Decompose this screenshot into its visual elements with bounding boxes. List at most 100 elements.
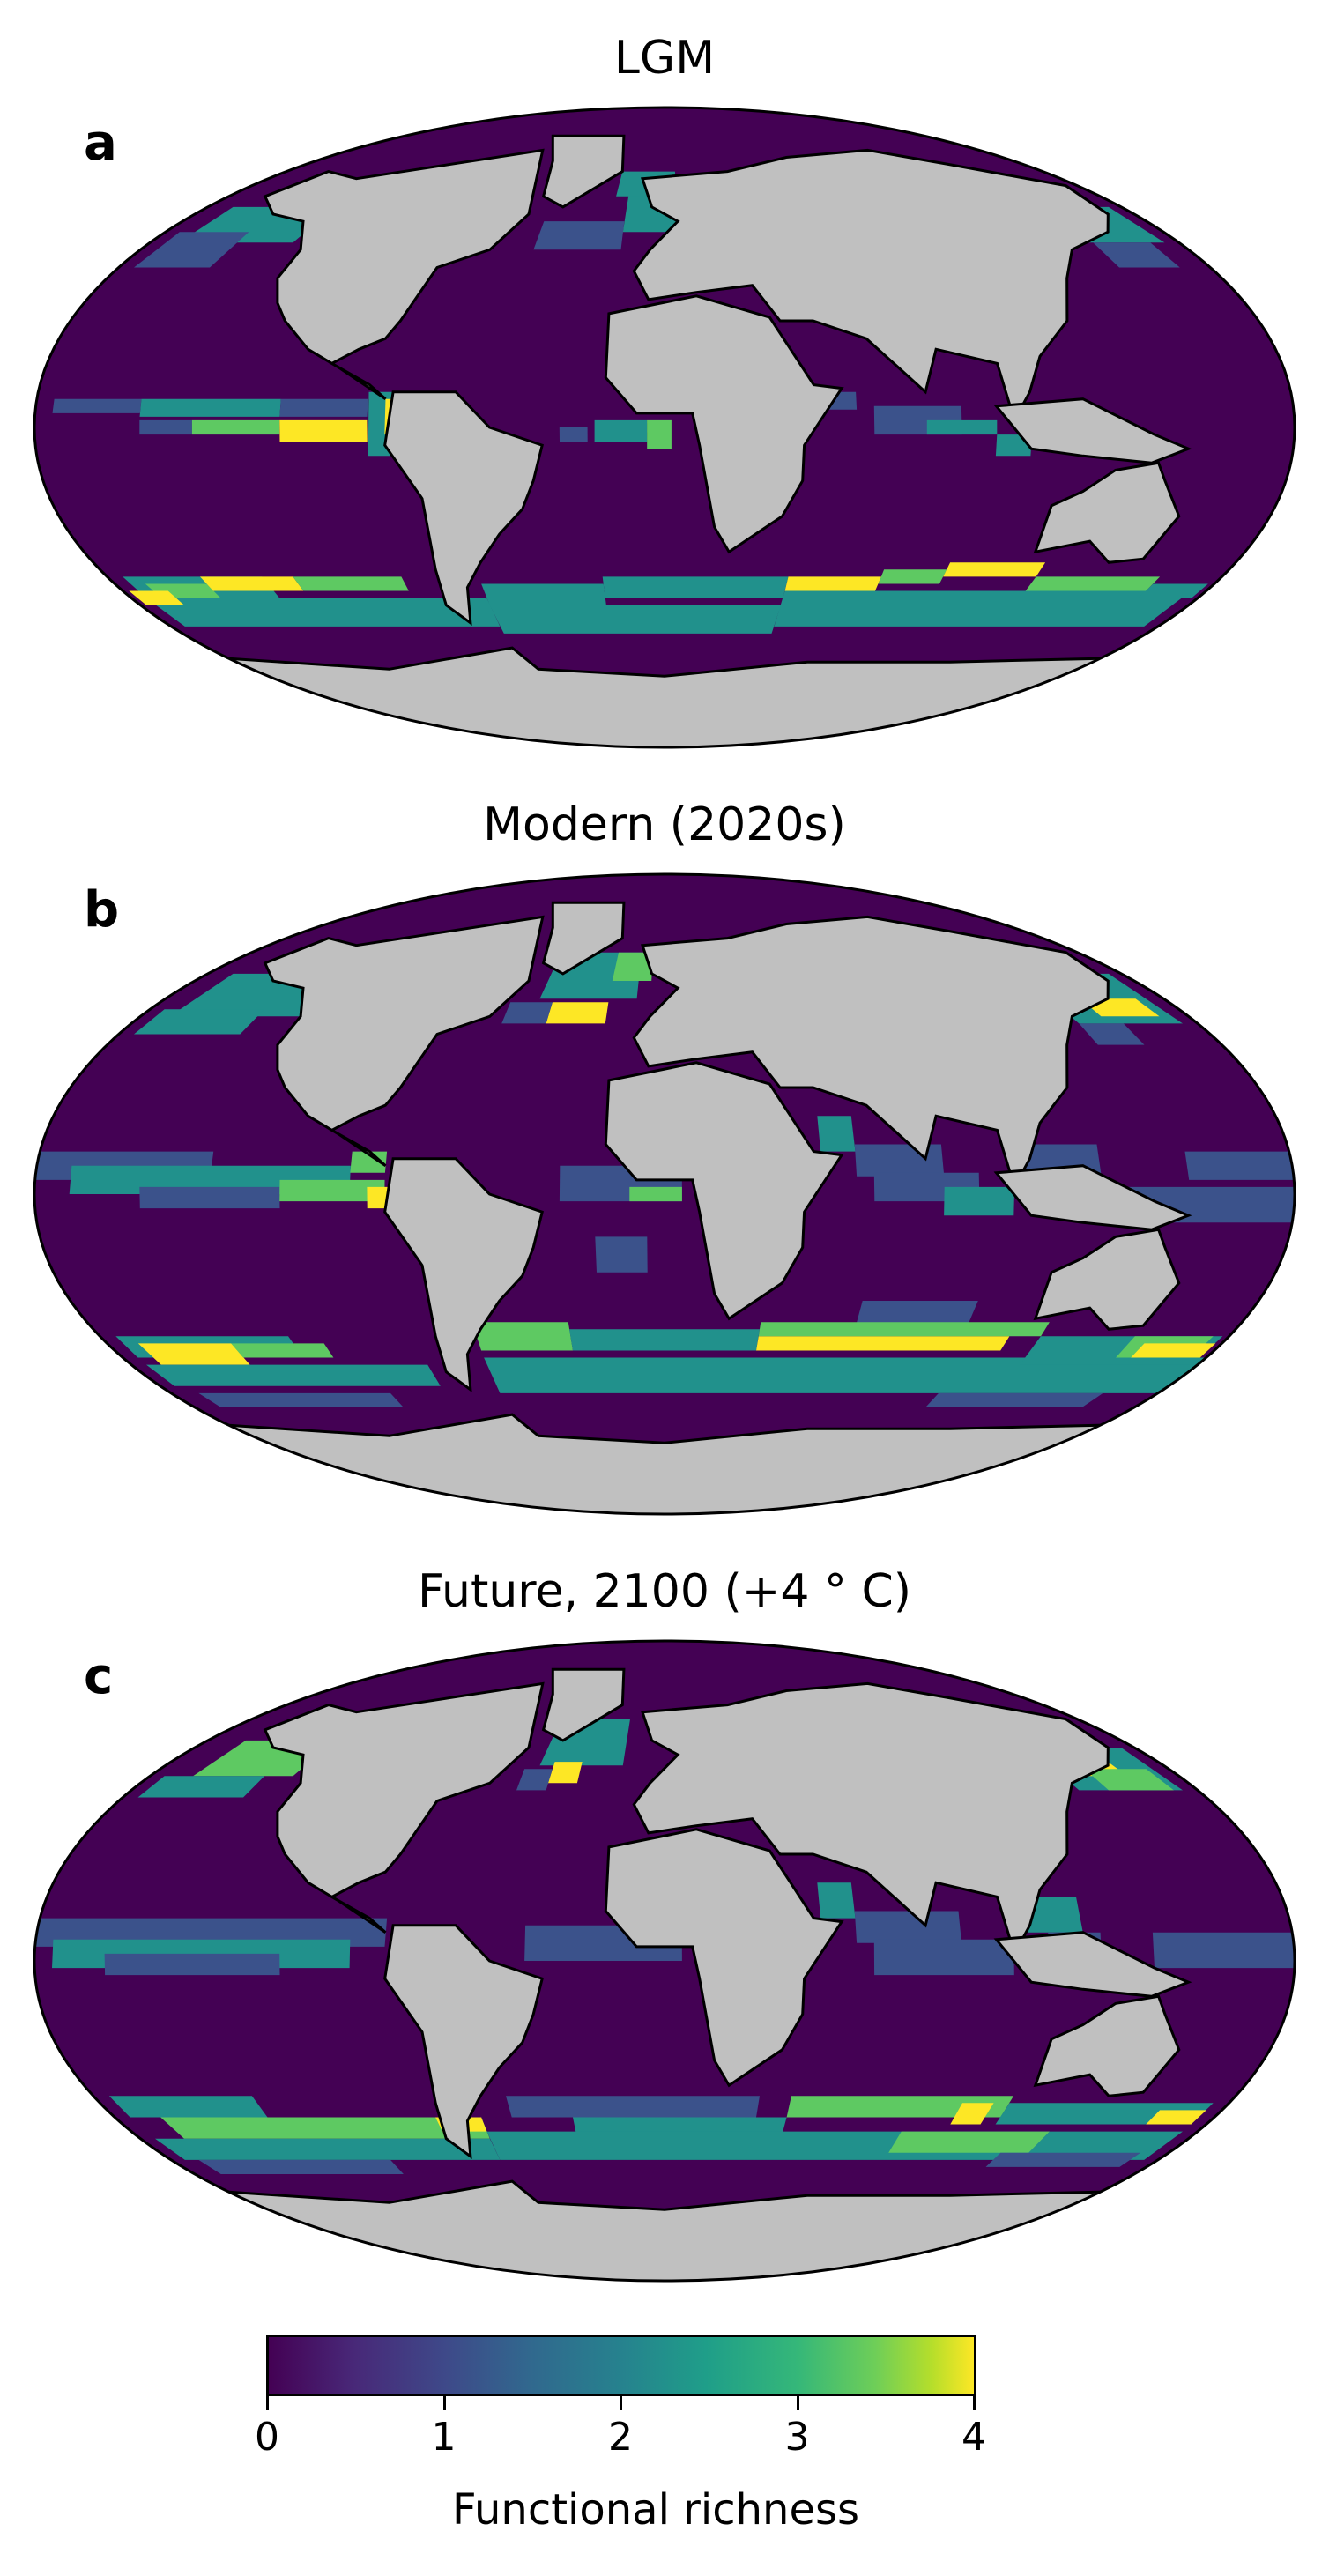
richness-cell-19 — [108, 2096, 268, 2118]
colorbar-tick — [796, 2396, 799, 2410]
richness-cell-18 — [1152, 1932, 1295, 1969]
richness-cell-18 — [817, 1116, 856, 1152]
richness-cell-19 — [854, 1144, 945, 1177]
colorbar-tick-label: 1 — [431, 2415, 457, 2460]
land-south-america — [383, 390, 544, 626]
richness-cell-9 — [1079, 1023, 1145, 1045]
land-southeast-asia — [993, 1931, 1192, 1998]
colorbar-tick-label: 2 — [608, 2415, 633, 2460]
richness-cell-24 — [200, 576, 304, 591]
richness-cell-8 — [1084, 1769, 1174, 1791]
richness-cell-33 — [774, 590, 1192, 627]
colorbar-tick — [266, 2396, 269, 2410]
land-southeast-asia — [993, 397, 1192, 464]
panel-c-title: Future, 2100 (+4 ° C) — [417, 1565, 912, 1618]
richness-cell-22 — [155, 2138, 501, 2160]
richness-cell-1 — [134, 1009, 265, 1035]
map-border — [33, 872, 1296, 1516]
land-antarctica — [226, 2179, 1103, 2281]
land-eurasia — [632, 1681, 1110, 1957]
colorbar-tick-label: 0 — [255, 2415, 279, 2460]
richness-cell-28 — [137, 1343, 250, 1365]
land-south-america — [383, 1157, 544, 1392]
land-north-america — [263, 1681, 545, 1934]
land-africa — [604, 1828, 844, 2088]
richness-cell-29 — [784, 576, 881, 591]
panel-a-letter: a — [84, 115, 117, 172]
richness-cell-15 — [873, 1939, 1014, 1976]
richness-cell-33 — [756, 1336, 1010, 1351]
colorbar-tick — [620, 2396, 622, 2410]
richness-cell-31 — [943, 562, 1046, 577]
richness-cell-17 — [629, 1186, 682, 1202]
richness-cell-21 — [944, 1186, 1015, 1216]
richness-cell-25 — [293, 576, 409, 591]
richness-cell-26 — [146, 598, 501, 627]
panel-b-letter: b — [84, 881, 120, 939]
richness-cell-4 — [547, 1762, 583, 1784]
land-north-america — [263, 915, 545, 1167]
map-border — [33, 1639, 1296, 2283]
richness-cell-29 — [231, 1343, 334, 1358]
richness-cell-15 — [350, 1151, 388, 1173]
richness-cell-23 — [506, 2096, 760, 2118]
land-greenland — [541, 1667, 626, 1742]
map-border — [33, 106, 1296, 749]
richness-cell-3 — [533, 221, 625, 250]
richness-cell-13 — [817, 1882, 856, 1919]
land-eurasia — [632, 915, 1110, 1191]
richness-cell-8 — [139, 398, 281, 417]
richness-cell-34 — [489, 605, 782, 634]
land-antarctica — [226, 646, 1103, 747]
richness-cell-20 — [160, 2117, 490, 2139]
richness-cell-15 — [594, 419, 648, 442]
richness-cell-25 — [595, 1236, 648, 1273]
land-south-america — [383, 1924, 544, 2159]
richness-cell-30 — [888, 2131, 1050, 2153]
richness-cell-17 — [559, 427, 588, 442]
richness-cell-5 — [516, 1769, 553, 1791]
richness-cell-12 — [139, 1186, 280, 1209]
richness-cell-6 — [501, 1002, 553, 1024]
colorbar-tick — [442, 2396, 446, 2410]
richness-cell-11 — [104, 1953, 280, 1976]
panel-c-letter: c — [84, 1648, 114, 1705]
richness-cell-26 — [950, 2103, 994, 2125]
richness-cell-31 — [471, 1322, 573, 1351]
land-africa — [604, 294, 844, 554]
richness-cell-20 — [926, 419, 998, 435]
richness-cell-30 — [146, 1364, 441, 1386]
richness-cell-30 — [878, 569, 947, 584]
richness-cell-28 — [1146, 2110, 1206, 2125]
map-panel-b — [33, 872, 1296, 1516]
land-greenland — [541, 134, 626, 209]
richness-cell-27 — [481, 583, 606, 605]
richness-cell-6 — [1093, 242, 1180, 268]
colorbar-tick — [973, 2396, 976, 2410]
panel-a-title: LGM — [613, 32, 716, 85]
land-australia — [1033, 1994, 1181, 2097]
richness-cell-4 — [546, 1002, 609, 1024]
richness-cell-12 — [139, 419, 192, 435]
land-eurasia — [632, 148, 1110, 424]
richness-cell-38 — [1131, 1343, 1216, 1358]
richness-cell-40 — [925, 1392, 1103, 1407]
land-southeast-asia — [993, 1164, 1192, 1231]
richness-cell-34 — [758, 1322, 1050, 1337]
richness-cell-32 — [1025, 576, 1161, 591]
land-greenland — [541, 901, 626, 976]
land-australia — [1033, 1228, 1181, 1331]
richness-cell-35 — [1138, 583, 1208, 598]
richness-cell-16 — [647, 419, 672, 449]
richness-cell-13 — [191, 419, 280, 435]
colorbar-tick-label: 4 — [961, 2415, 986, 2460]
richness-cell-1 — [137, 1776, 265, 1798]
richness-cell-31 — [198, 2159, 404, 2174]
richness-cell-23 — [1184, 1151, 1295, 1180]
richness-cell-14 — [279, 419, 368, 442]
richness-cell-14 — [854, 1911, 962, 1943]
richness-cell-39 — [198, 1392, 404, 1407]
colorbar-tick-label: 3 — [784, 2415, 810, 2460]
panel-b-title: Modern (2020s) — [483, 798, 846, 851]
richness-cell-35 — [484, 1357, 1206, 1393]
